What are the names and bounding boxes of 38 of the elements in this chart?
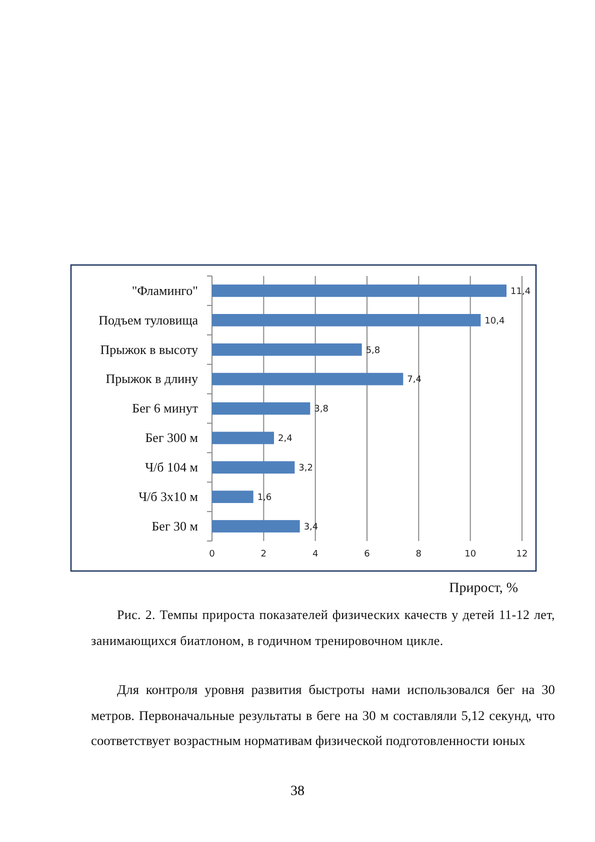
data-label: 2,4 [278, 434, 293, 444]
y-tick-label: Бег 6 минут [132, 400, 198, 416]
x-tick-label: 6 [364, 549, 370, 560]
bar [212, 490, 254, 504]
data-label: 7,4 [407, 375, 422, 386]
bar [212, 314, 481, 326]
bar [212, 461, 295, 474]
bar [212, 432, 274, 444]
text: Для контроля уровня развития быстроты нами использовался бег на 30 метров. Первоначальные результаты в беге на 30 м составляли 5,12 секунд, что соответствует возрастным нормативам физической подготовленности юных [91, 681, 555, 750]
y-tick-label: Прыжок в высоту [100, 342, 198, 357]
y-tick-label: Прыжок в длину [106, 371, 198, 386]
bar [212, 343, 362, 356]
y-tick-label: Ч/б 3х10 м [138, 488, 198, 504]
x-tick-label: 4 [312, 549, 318, 560]
y-tick-label: "Фламинго" [132, 282, 198, 298]
data-label: 3,8 [314, 404, 329, 415]
y-tick-label: Бег 30 м [152, 518, 198, 534]
x-tick-label: 10 [464, 549, 476, 560]
data-label: 1,6 [257, 492, 272, 503]
bar [212, 520, 300, 532]
x-tick-label: 8 [416, 549, 422, 560]
data-label: 3,2 [298, 464, 313, 474]
bar [212, 372, 404, 386]
y-tick-label: Бег 300 м [145, 430, 198, 446]
text: Рис. 2. Темпы прироста показателей физических качеств у детей 11-12 лет, занимающихся биатлоном, в годичном тренировочном цикле. [91, 606, 555, 650]
data-label: 3,4 [304, 522, 318, 532]
x-tick-label: 2 [260, 549, 267, 560]
data-label: 10,4 [484, 316, 505, 326]
data-label: 5,8 [366, 346, 380, 356]
data-label: 11,4 [510, 286, 531, 297]
y-tick-label: Подъем туловища [98, 312, 198, 328]
x-axis-title: Прирост, % [449, 581, 518, 596]
x-tick-label: 12 [516, 549, 528, 560]
bar [212, 402, 310, 415]
x-tick-label: 0 [209, 549, 216, 560]
y-tick-label: Ч/б 104 м [145, 460, 198, 475]
text: 38 [290, 784, 306, 800]
bar [212, 284, 506, 297]
